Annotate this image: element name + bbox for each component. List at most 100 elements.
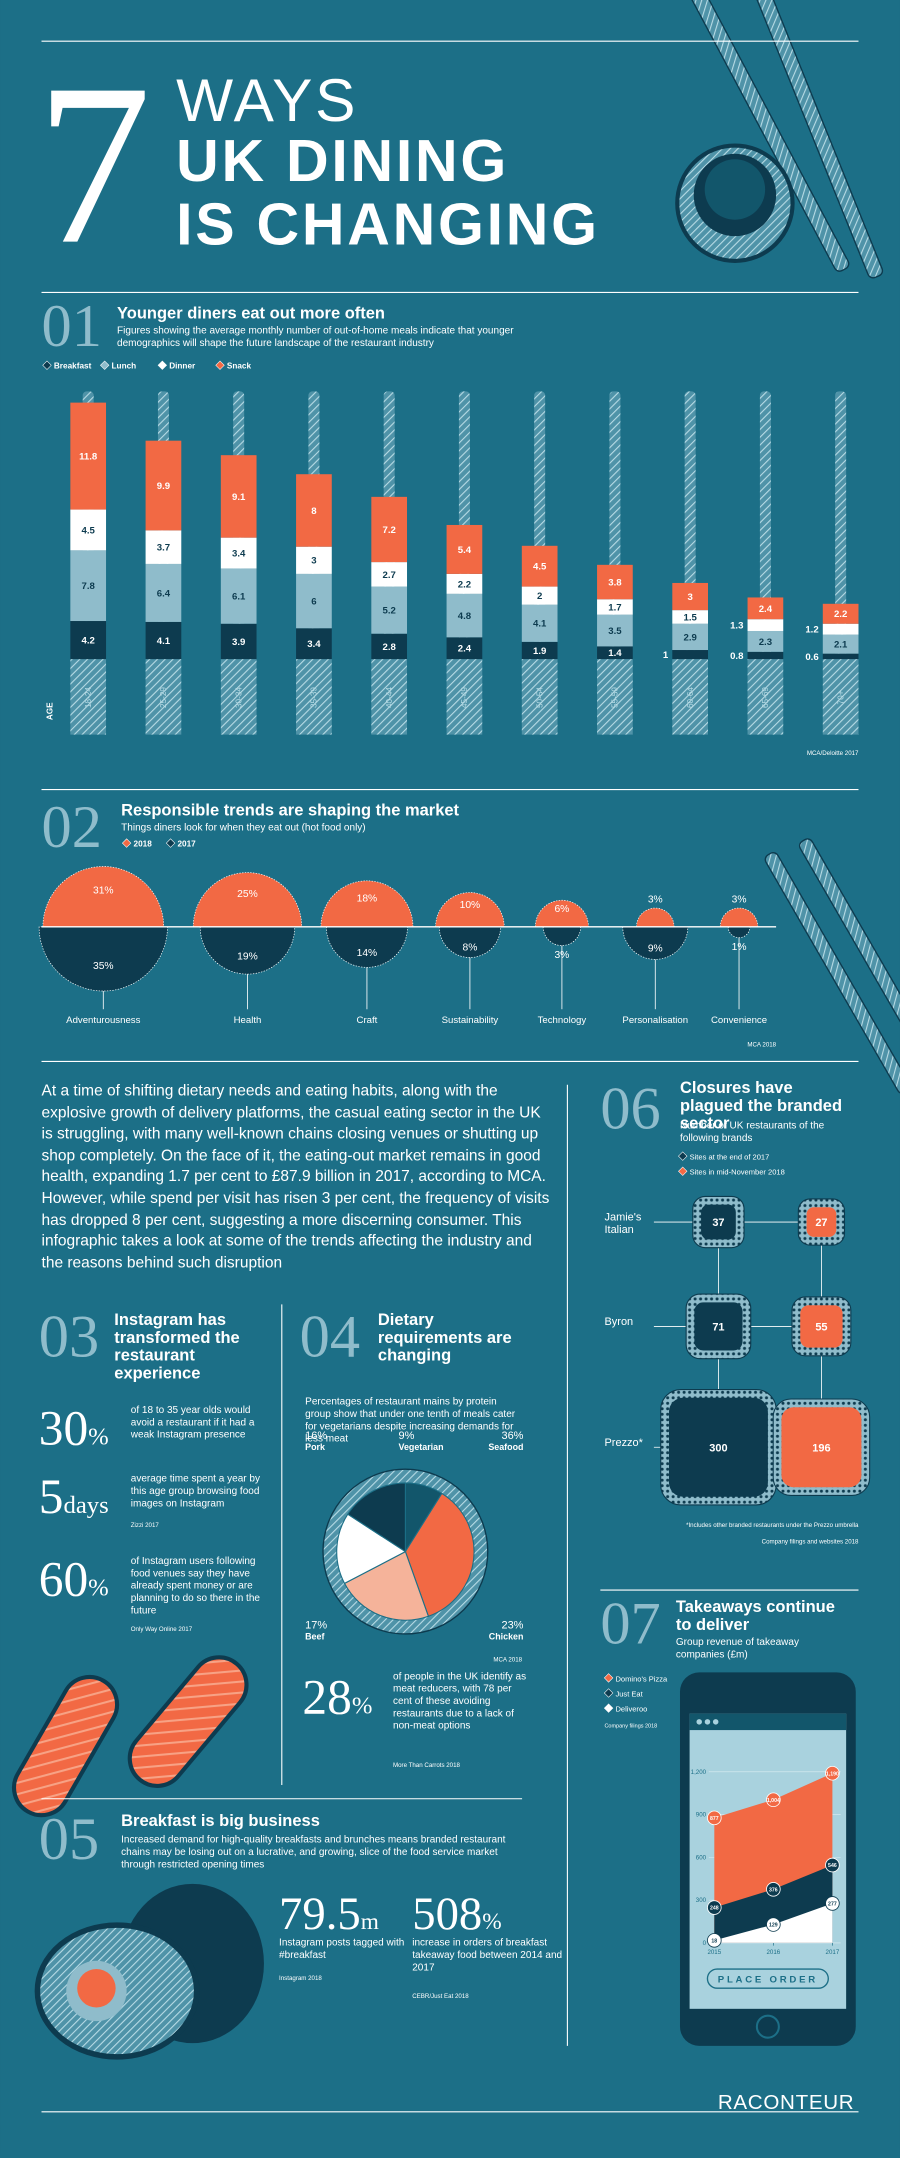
bar-segment [296,573,332,629]
section-subtitle: Group revenue of takeaway companies (£m) [675,1635,799,1661]
pie-slice [347,1482,406,1553]
bar-segment [371,562,408,587]
brand-label: Jamie's Italian [604,1211,642,1236]
value-label: 4.8 [458,611,472,622]
bar-segment [597,564,633,600]
bar-segment [747,630,784,652]
brand-label-box: Prezzo* [604,1436,642,1448]
bar-segment [296,546,332,574]
section-title-box: Dietary requirements are changing [377,1311,512,1365]
value-label: 3.5 [608,626,622,637]
value-label: 2 [537,591,542,602]
x-tick-label: 30-34 [234,687,243,708]
bar-segment [747,597,784,620]
x-tick-label: 50-54 [535,687,544,708]
pie-category-label: Pork [305,1442,325,1452]
x-tick-label: 60-64 [686,687,695,708]
pie-value-label: 9% [399,1430,415,1442]
stat-text: of 18 to 35 year olds would avoid a rest… [130,1403,255,1441]
x-tick-label: 25-29 [159,687,168,708]
y-tick-label: 1,200 [691,1769,707,1776]
brand-label-box: Jamie's Italian [604,1211,642,1236]
stat-unit: m [361,1909,379,1935]
legend-marker [121,838,132,848]
stat-value: 30 [39,1400,88,1455]
x-tick-label: 18-24 [84,687,93,708]
pie-slice [404,1492,475,1617]
source: MCA 2018 [747,1041,776,1048]
section-subtitle-box: Number of UK restaurants of the followin… [680,1119,824,1144]
value-label: 55 [815,1322,827,1334]
bar-segment [521,604,558,642]
value-label: 3.4 [232,548,246,559]
legend-marker [678,1166,688,1176]
value-label: 3.8 [608,577,622,588]
pie-value-label: 16% [305,1430,327,1442]
source: Zizzi 2017 [131,1522,160,1529]
stat-value: 79.5 [279,1888,361,1940]
section-title: Younger diners eat out more often [117,304,385,323]
value-label: 1,004 [767,1798,780,1804]
age-strip [521,659,558,735]
section-subtitle-box: Percentages of restaurant mains by prote… [305,1395,515,1444]
square [694,1302,743,1351]
bar-stick [835,391,847,660]
intro-text: At a time of shifting dietary needs and … [41,1083,550,1272]
value-label: 4.1 [157,636,171,647]
stat-figure: 30% [39,1400,109,1455]
value-label: 8 [311,506,317,517]
value-label: 1.9 [533,646,546,657]
stat-text: Instagram posts tagged with #breakfast [279,1936,405,1961]
brand-label: Byron [604,1315,634,1328]
value-label: 35% [93,961,114,972]
bar-segment [70,621,107,660]
legend-marker [215,360,225,370]
age-strip [296,659,332,735]
age-strip [220,659,257,735]
x-tick-label: 45-49 [460,687,469,708]
section-title: Dietary requirements are changing [377,1311,512,1365]
egg [34,1883,264,2060]
bar-segment [145,530,182,564]
section-number: 07 [600,1591,660,1658]
header-line: IS CHANGING [176,191,600,257]
bar-segment [145,563,182,622]
footnote: *Includes other branded restaurants unde… [686,1521,859,1529]
value-label: 9.1 [232,492,246,503]
brand-label-box: Byron [604,1315,634,1328]
legend-label: 2017 [177,840,196,849]
square [668,1397,768,1497]
category-label: Health [234,1015,262,1026]
age-strip [822,659,859,735]
section-number: 03 [39,1304,99,1371]
bar-segment [747,651,784,660]
bar-segment [70,550,107,622]
legend-marker [157,360,167,370]
legend-marker [42,360,52,370]
x-tick-label: 70+ [836,690,845,704]
age-strip [446,659,483,735]
section-subtitle-box: Group revenue of takeaway companies (£m) [675,1635,799,1661]
legend-label: Dinner [169,362,196,371]
value-label: 277 [828,1901,837,1907]
half-bubble [636,907,675,928]
pie-category-label: Chicken [489,1631,524,1641]
section-subtitle-box: Figures showing the average monthly numb… [117,324,514,349]
section-subtitle: Figures showing the average monthly numb… [117,324,514,349]
section-title-box: Responsible trends are shaping the marke… [121,802,459,819]
chopsticks-top [675,0,884,279]
legend-marker [100,360,110,370]
pie-category-label: Vegetarian [399,1442,444,1452]
value-label: 6.4 [157,588,171,599]
source: MCA/Deloitte 2017 [807,750,859,757]
source: CEBR/Just Eat 2018 [412,1993,469,2000]
source: Company filings and websites 2018 [762,1538,859,1545]
half-bubble [199,926,296,975]
stat-value: 28 [302,1670,351,1725]
bar-segment [521,545,558,587]
area [714,1903,833,1943]
value-label: 7.2 [382,525,395,536]
value-label: 14% [357,948,378,959]
value-label: 19% [237,952,258,963]
x-tick-label: 2017 [826,1949,840,1956]
